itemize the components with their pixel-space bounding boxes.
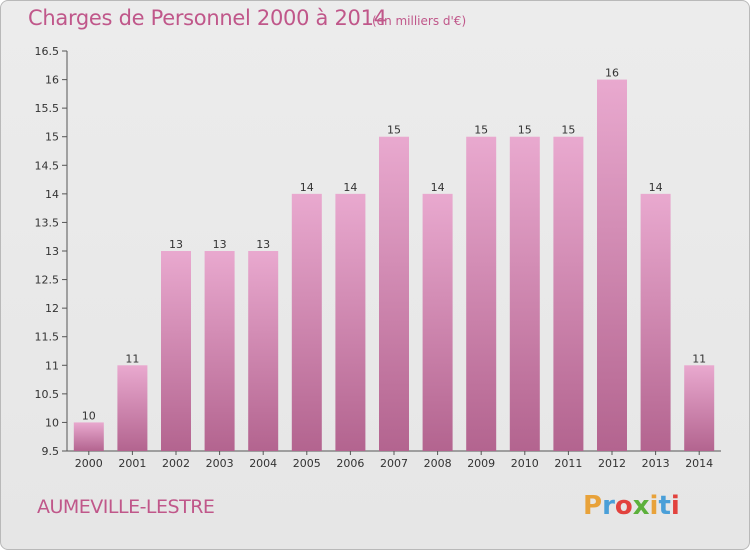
data-label: 15 [474,124,488,137]
data-label: 14 [343,181,357,194]
bars [73,79,715,452]
y-tick-label: 11 [45,359,59,372]
logo-letter: i [649,491,659,521]
x-tick-label: 2012 [598,457,626,470]
y-tick-label: 11.5 [35,331,60,344]
y-tick-label: 10 [45,416,59,429]
data-label: 11 [692,352,706,365]
logo-letter: i [670,491,680,521]
x-tick-label: 2014 [685,457,713,470]
x-tick-label: 2008 [424,457,452,470]
bar [422,193,453,451]
logo-letter: x [632,491,650,521]
data-label: 10 [82,409,96,422]
logo-letter: t [658,491,671,521]
logo-letter: P [583,491,603,521]
proxiti-logo[interactable]: Proxiti [583,491,680,521]
chart-subtitle: (en milliers d'€) [372,14,467,28]
y-tick-label: 16 [45,74,59,87]
y-tick-label: 10.5 [35,388,60,401]
data-label: 13 [213,238,227,251]
data-label: 15 [561,124,575,137]
bar [204,251,235,451]
data-label: 15 [387,124,401,137]
x-tick-label: 2007 [380,457,408,470]
x-tick-label: 2005 [293,457,321,470]
x-tick-label: 2011 [554,457,582,470]
bar [248,251,279,451]
bar [509,136,540,451]
data-label: 14 [431,181,445,194]
logo-letter: r [602,491,615,521]
logo-letter: o [614,491,633,521]
data-label: 14 [300,181,314,194]
bar [466,136,497,451]
chart-title: Charges de Personnel 2000 à 2014 [28,6,387,30]
y-tick-label: 12 [45,302,59,315]
data-label: 11 [125,352,139,365]
bar [73,422,104,451]
bar [291,193,322,451]
axes: 9.5 10 10.5 11 11.5 12 12.5 13 13.5 14 14.5 15 15.5 1… [35,45,721,470]
bar [379,136,409,451]
y-tick-label: 13 [45,245,59,258]
y-tick-label: 13.5 [35,216,60,229]
data-labels: 10 11 13 13 13 14 14 15 14 15 15 15 16 14 11 [82,67,706,423]
x-tick-label: 2002 [162,457,190,470]
data-label: 14 [649,181,663,194]
y-tick-label: 14.5 [35,159,60,172]
x-tick-label: 2006 [336,457,364,470]
y-tick-label: 16.5 [35,45,60,58]
y-tick-label: 15 [45,131,59,144]
x-tick-label: 2013 [642,457,670,470]
x-tick-label: 2009 [467,457,495,470]
bar [597,79,627,452]
x-tick-label: 2004 [249,457,277,470]
bar [640,193,671,451]
y-tick-label: 12.5 [35,274,60,287]
x-tick-label: 2000 [75,457,103,470]
data-label: 13 [256,238,270,251]
commune-name: AUMEVILLE-LESTRE [37,496,215,518]
bar [553,136,584,451]
y-tick-label: 15.5 [35,102,60,115]
x-tick-label: 2010 [511,457,539,470]
x-tick-label: 2003 [206,457,234,470]
y-tick-label: 14 [45,188,59,201]
bar [684,365,715,451]
bar [161,251,191,451]
data-label: 15 [518,124,532,137]
x-tick-label: 2001 [118,457,146,470]
data-label: 16 [605,67,619,80]
bar [117,365,148,451]
bar [335,193,366,451]
data-label: 13 [169,238,183,251]
y-tick-label: 9.5 [42,445,60,458]
